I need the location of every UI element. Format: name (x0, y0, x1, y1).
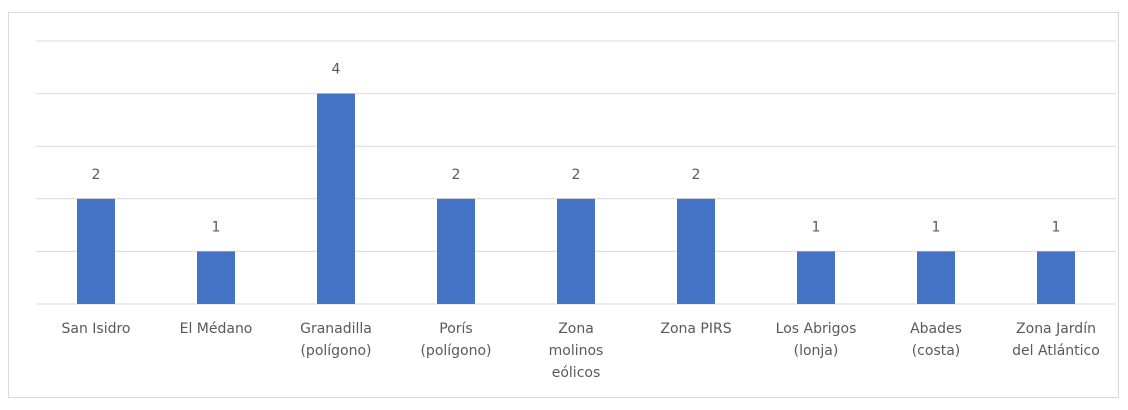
bar (77, 198, 115, 304)
bar (317, 93, 355, 304)
x-tick-label: El Médano (179, 321, 253, 337)
value-label: 1 (212, 219, 221, 235)
x-tick-label: Los Abrigos (lonja) (775, 321, 857, 359)
value-label: 1 (812, 219, 821, 235)
bar (437, 198, 475, 304)
bar (197, 251, 235, 304)
value-label: 1 (1052, 219, 1061, 235)
x-tick-label: Zona molinos eólicos (548, 321, 604, 381)
x-tick-label: Zona PIRS (660, 321, 732, 337)
bar (1037, 251, 1075, 304)
x-tick-label: Zona Jardín del Atlántico (1012, 321, 1100, 359)
value-label: 2 (572, 167, 581, 183)
x-tick-label: Granadilla (polígono) (300, 321, 372, 359)
value-label: 4 (332, 62, 341, 78)
chart-frame (8, 12, 1119, 398)
bar (917, 251, 955, 304)
bar (677, 198, 715, 304)
x-tick-label: Porís (polígono) (420, 321, 492, 359)
value-label: 2 (92, 167, 101, 183)
value-label: 1 (932, 219, 941, 235)
bar (797, 251, 835, 304)
x-tick-label: Abades (costa) (910, 321, 962, 359)
value-label: 2 (692, 167, 701, 183)
x-tick-label: San Isidro (61, 321, 131, 337)
value-label: 2 (452, 167, 461, 183)
bar (557, 198, 595, 304)
